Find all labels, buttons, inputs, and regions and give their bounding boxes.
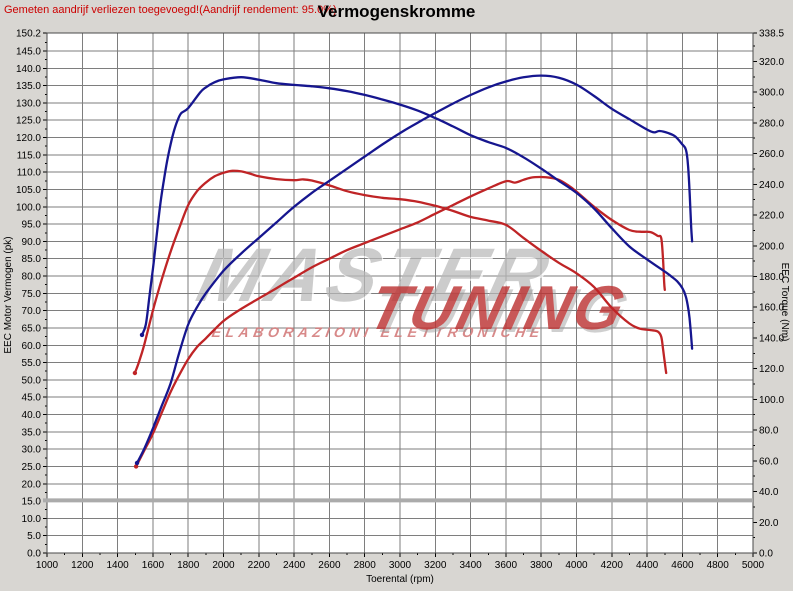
svg-text:50.0: 50.0 [22,375,42,386]
blue-torque-curve-start-marker [139,332,145,338]
red-torque-curve-start-marker [132,370,138,376]
svg-text:30.0: 30.0 [22,445,42,456]
svg-text:3400: 3400 [459,560,482,571]
blue-power-curve-start-marker [134,460,140,466]
svg-text:200.0: 200.0 [759,241,784,252]
svg-text:1200: 1200 [71,560,94,571]
svg-text:130.0: 130.0 [16,98,41,109]
blue-power-curve [135,74,694,465]
svg-text:320.0: 320.0 [759,57,784,68]
svg-text:100.0: 100.0 [16,202,41,213]
red-torque-curve [133,169,668,375]
svg-text:338.5: 338.5 [759,29,784,40]
svg-text:5000: 5000 [742,560,765,571]
plot-border [46,32,754,554]
svg-text:280.0: 280.0 [759,118,784,129]
svg-text:1600: 1600 [142,560,165,571]
svg-text:4400: 4400 [636,560,659,571]
svg-text:180.0: 180.0 [759,272,784,283]
svg-text:4600: 4600 [671,560,694,571]
page-title: Vermogenskromme [317,2,476,21]
svg-text:85.0: 85.0 [22,254,42,265]
svg-text:75.0: 75.0 [22,289,42,300]
svg-text:220.0: 220.0 [759,211,784,222]
svg-text:80.0: 80.0 [759,426,779,437]
svg-text:60.0: 60.0 [22,341,42,352]
svg-text:3800: 3800 [530,560,553,571]
svg-text:135.0: 135.0 [16,81,41,92]
svg-text:3200: 3200 [424,560,447,571]
svg-text:95.0: 95.0 [22,220,42,231]
svg-text:55.0: 55.0 [22,358,42,369]
svg-text:105.0: 105.0 [16,185,41,196]
svg-text:140.0: 140.0 [16,64,41,75]
svg-text:120.0: 120.0 [16,133,41,144]
svg-text:2800: 2800 [354,560,377,571]
svg-text:4800: 4800 [707,560,730,571]
svg-text:140.0: 140.0 [759,333,784,344]
svg-text:4200: 4200 [601,560,624,571]
svg-text:115.0: 115.0 [17,150,42,161]
svg-text:300.0: 300.0 [759,88,784,99]
svg-text:3600: 3600 [495,560,518,571]
red-power-curve [134,175,666,468]
svg-text:145.0: 145.0 [16,47,41,58]
svg-text:20.0: 20.0 [759,518,779,529]
svg-text:1000: 1000 [36,560,59,571]
svg-text:110.0: 110.0 [17,168,42,179]
y-left-axis-title: EEC Motor Vermogen (pk) [3,236,14,353]
svg-text:260.0: 260.0 [759,149,784,160]
svg-text:2400: 2400 [283,560,306,571]
svg-text:2200: 2200 [248,560,271,571]
tick-labels: 1000 1200 1400 1600 1800 2000 2200 2400 2600 2800… [16,29,784,572]
svg-text:100.0: 100.0 [759,395,784,406]
x-axis-title: Toerental (rpm) [366,574,434,585]
svg-text:150.2: 150.2 [16,29,41,40]
svg-text:80.0: 80.0 [22,272,42,283]
svg-text:65.0: 65.0 [22,323,42,334]
svg-text:35.0: 35.0 [22,427,42,438]
svg-text:90.0: 90.0 [22,237,42,248]
svg-text:25.0: 25.0 [22,462,42,473]
y-right-axis-title: EEC Torque (Nm) [779,263,790,342]
svg-text:15.0: 15.0 [22,497,42,508]
drivetrain-loss-note: Gemeten aandrijf verliezen toegevoegd!(A… [4,4,337,16]
svg-text:10.0: 10.0 [22,514,42,525]
svg-text:125.0: 125.0 [16,116,41,127]
svg-text:2600: 2600 [318,560,341,571]
svg-text:3000: 3000 [389,560,412,571]
svg-text:5.0: 5.0 [27,531,41,542]
svg-text:4000: 4000 [565,560,588,571]
svg-text:120.0: 120.0 [759,364,784,375]
svg-text:20.0: 20.0 [22,479,42,490]
svg-text:45.0: 45.0 [22,393,42,404]
svg-text:70.0: 70.0 [22,306,42,317]
svg-text:240.0: 240.0 [759,180,784,191]
svg-text:40.0: 40.0 [22,410,42,421]
svg-text:160.0: 160.0 [759,303,784,314]
svg-text:60.0: 60.0 [759,456,779,467]
svg-text:1800: 1800 [177,560,200,571]
red-power-curve-start-marker [133,464,139,469]
svg-text:0.0: 0.0 [27,549,41,560]
svg-text:2000: 2000 [212,560,235,571]
svg-text:40.0: 40.0 [759,487,779,498]
axis-titles: EEC Motor Vermogen (pk) EEC Torque (Nm) To… [3,236,790,585]
svg-text:1400: 1400 [106,560,129,571]
svg-text:0.0: 0.0 [759,549,773,560]
blue-torque-curve [140,76,694,350]
